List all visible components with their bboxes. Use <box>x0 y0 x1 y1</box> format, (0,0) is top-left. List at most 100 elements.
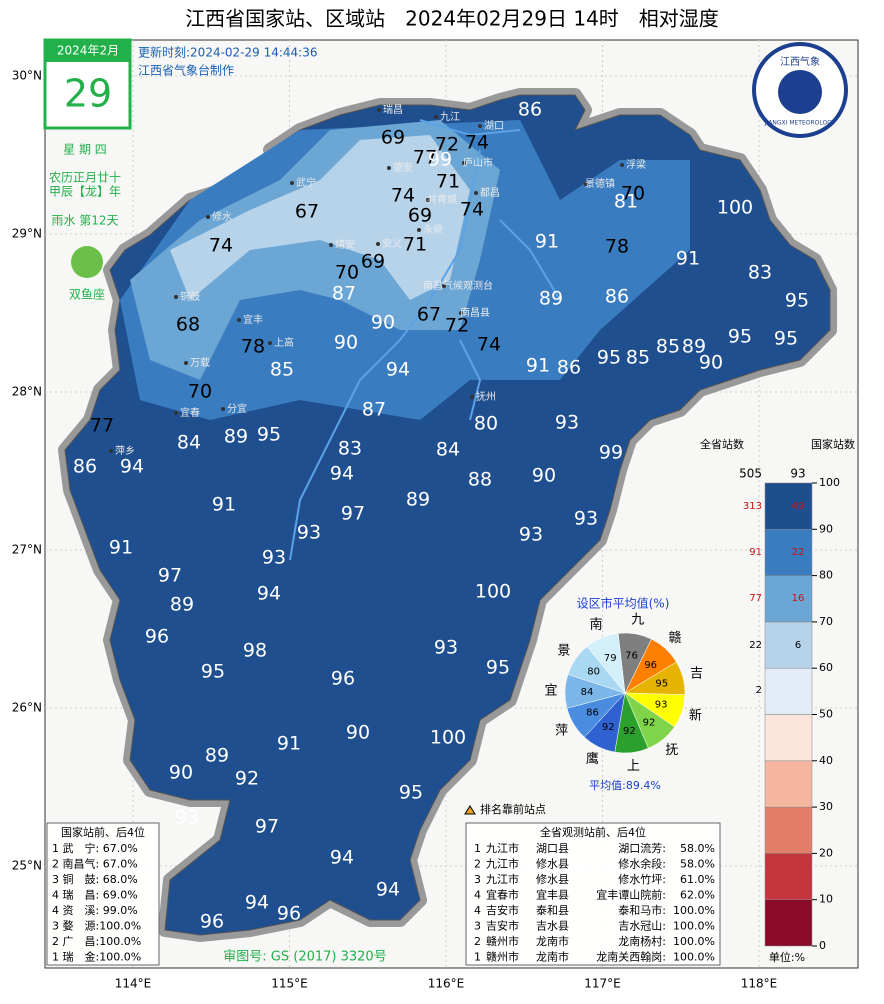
station-dot <box>184 361 188 365</box>
lat-label: 29°N <box>12 227 42 241</box>
station-value: 85 <box>656 336 680 358</box>
station-dot <box>584 182 588 186</box>
place-name: 安义 <box>382 237 402 250</box>
station-dot <box>387 166 391 170</box>
lon-label: 116°E <box>428 977 465 991</box>
pie-value: 92 <box>643 717 656 728</box>
station-value: 69 <box>361 251 385 273</box>
national-count: 16 <box>792 593 805 604</box>
station-value: 74 <box>477 334 501 356</box>
pie-value: 80 <box>587 667 600 678</box>
pie-label: 赣 <box>669 631 682 646</box>
rank-province-cell: 修水竹坪: <box>618 872 666 886</box>
colorbar-bin <box>764 667 813 715</box>
pie-slice <box>586 633 626 694</box>
rankings: 国家站前、后4位 1 武 宁: 67.0% 2 南昌气: 67.0%3 铜 鼓: 6… <box>52 825 715 964</box>
station-dot <box>329 243 333 247</box>
rank-province-cell: 100.0% <box>673 904 715 917</box>
rank-national-row: 3 婺 源:100.0% <box>52 919 141 933</box>
rank-province-title: 全省观测站前、后4位 <box>540 825 646 839</box>
lat-label: 30°N <box>12 69 42 83</box>
colorbar-bin <box>764 714 813 762</box>
station-value: 100 <box>475 581 511 603</box>
station-value: 92 <box>235 768 259 790</box>
rank-province-cell: 58.0% <box>680 858 715 871</box>
station-value: 93 <box>519 524 543 546</box>
national-count: 6 <box>795 640 801 651</box>
rank-province-cell: 吉水冠山: <box>618 920 666 933</box>
station-value: 90 <box>532 465 556 487</box>
lat-label: 28°N <box>12 385 42 399</box>
rank-province-cell: 龙南市 <box>536 934 569 948</box>
lat-label: 25°N <box>12 859 42 873</box>
pie-average: 平均值:89.4% <box>589 779 661 792</box>
station-value: 83 <box>338 438 362 460</box>
station-dot <box>377 108 381 112</box>
place-name: 宜丰 <box>243 313 263 326</box>
station-value: 99 <box>599 442 623 464</box>
station-value: 100 <box>717 197 753 219</box>
station-value: 90 <box>371 312 395 334</box>
station-value: 97 <box>341 503 365 525</box>
station-value: 72 <box>445 315 469 337</box>
station-value: 91 <box>212 494 236 516</box>
station-dot <box>442 284 446 288</box>
rank-national-title: 国家站前、后4位 <box>61 825 145 839</box>
station-dot <box>290 181 294 185</box>
station-value: 94 <box>120 456 144 478</box>
station-value: 95 <box>774 328 798 350</box>
station-value: 94 <box>330 463 354 485</box>
pie-label: 新 <box>689 707 702 723</box>
colorbar-head-right: 国家站数 <box>811 437 855 451</box>
station-value: 68 <box>176 314 200 336</box>
colorbar-bin <box>764 529 813 576</box>
station-dot <box>174 411 178 415</box>
station-value: 86 <box>73 456 97 478</box>
rank-province-cell: 1 <box>474 951 481 964</box>
station-value: 94 <box>376 879 400 901</box>
logo-en: JIANGXI METEOROLOGY <box>764 120 836 127</box>
colorbar-head-left: 全省站数 <box>700 437 744 451</box>
place-name: 抚州 <box>476 391 496 403</box>
province-count: 77 <box>749 593 762 604</box>
colorbar-tick-label: 40 <box>819 754 833 767</box>
rank-province-cell: 九江市 <box>486 857 519 871</box>
station-value: 78 <box>605 236 629 258</box>
station-value: 91 <box>109 537 133 559</box>
lat-label: 26°N <box>12 701 42 715</box>
place-name: 宜春 <box>180 406 200 419</box>
rank-province-cell: 2 <box>474 935 481 948</box>
station-value: 93 <box>175 807 199 829</box>
calendar-day: 29 <box>64 72 112 116</box>
colorbar-tick-label: 100 <box>819 476 840 489</box>
station-value: 97 <box>255 816 279 838</box>
station-value: 69 <box>408 205 432 227</box>
lunar-year: 甲辰【龙】年 <box>49 185 121 199</box>
station-value: 77 <box>413 147 437 169</box>
rank-national-row: 3 铜 鼓: 68.0% <box>52 872 138 886</box>
station-value: 96 <box>277 903 301 925</box>
station-value: 89 <box>406 489 430 511</box>
station-value: 95 <box>597 347 621 369</box>
station-value: 74 <box>465 132 489 154</box>
lon-label: 114°E <box>115 977 152 991</box>
station-dot <box>462 161 466 165</box>
colorbar-tick-label: 80 <box>819 569 833 582</box>
place-name: 上高 <box>274 336 294 349</box>
station-value: 85 <box>270 359 294 381</box>
station-value: 78 <box>241 336 265 358</box>
station-value: 84 <box>177 432 201 454</box>
station-dot <box>417 228 421 232</box>
station-dot <box>426 198 430 202</box>
rank-province-box <box>465 822 721 966</box>
rank-province-cell: 4 <box>474 889 481 902</box>
station-dot <box>221 407 225 411</box>
station-value: 95 <box>201 661 225 683</box>
rank-province-cell: 宜春市 <box>486 888 519 902</box>
station-value: 94 <box>257 583 281 605</box>
rank-province-cell: 九江市 <box>486 872 519 886</box>
colorbar-bin <box>764 482 813 530</box>
station-value: 100 <box>430 727 466 749</box>
